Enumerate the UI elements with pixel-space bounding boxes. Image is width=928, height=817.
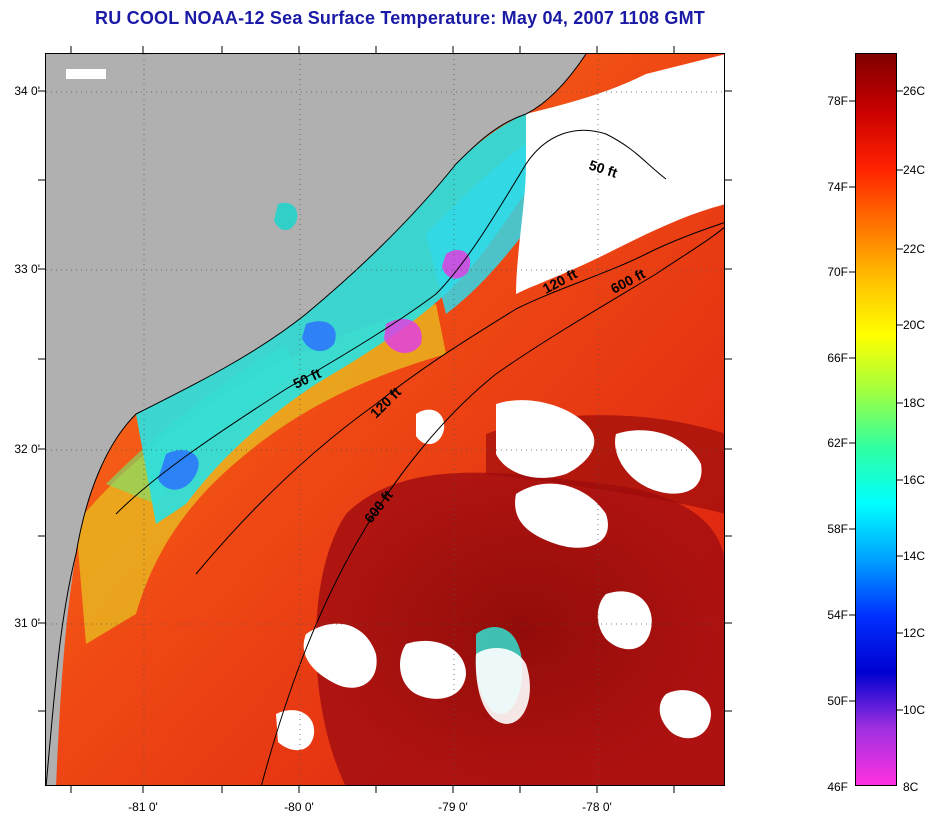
cloud-nearshore bbox=[516, 54, 724, 294]
colorbar-f-70: 70F bbox=[827, 265, 848, 279]
lon-label-81: -81 0' bbox=[128, 800, 158, 814]
cyan-band bbox=[136, 114, 546, 524]
cloud-2 bbox=[515, 483, 608, 548]
lat-label-32: 32 0' bbox=[14, 442, 40, 456]
cloud-9 bbox=[276, 710, 315, 751]
colorbar-f-54: 54F bbox=[827, 608, 848, 622]
page-title: RU COOL NOAA-12 Sea Surface Temperature:… bbox=[95, 8, 705, 28]
colorbar-c-22: 22C bbox=[903, 242, 926, 256]
colorbar-c-12: 12C bbox=[903, 626, 926, 640]
cloud-5 bbox=[400, 640, 466, 699]
cloud-10 bbox=[659, 690, 711, 739]
sst-map: 50 ft 120 ft 600 ft 50 ft 120 ft 600 ft bbox=[45, 53, 725, 786]
lon-label-78: -78 0' bbox=[582, 800, 612, 814]
colorbar-c-8: 8C bbox=[903, 780, 919, 794]
cyan-island-patch bbox=[274, 202, 298, 231]
colorbar-f-46: 46F bbox=[827, 780, 848, 794]
lon-label-79: -79 0' bbox=[438, 800, 468, 814]
coastline bbox=[46, 54, 587, 785]
blue-patch-2 bbox=[302, 321, 336, 352]
colorbar-f-78: 78F bbox=[827, 94, 848, 108]
cloud-7 bbox=[475, 648, 530, 724]
contour-50ft bbox=[115, 129, 667, 515]
lon-label-80: -80 0' bbox=[284, 800, 314, 814]
magenta-patch bbox=[384, 318, 422, 354]
contour-120ft bbox=[195, 222, 724, 575]
lat-label-34: 34 0' bbox=[14, 84, 40, 98]
grid-lines bbox=[46, 54, 724, 785]
lat-label-31: 31 0' bbox=[14, 616, 40, 630]
cloud-6 bbox=[597, 591, 652, 650]
colorbar-f-66: 66F bbox=[827, 351, 848, 365]
blue-patch bbox=[158, 450, 199, 490]
temperature-colorbar bbox=[855, 53, 897, 786]
cloud-3 bbox=[615, 430, 702, 494]
magenta-patch-2 bbox=[442, 250, 471, 279]
hot-core bbox=[316, 472, 724, 785]
colorbar-f-74: 74F bbox=[827, 180, 848, 194]
contour-600ft bbox=[261, 227, 724, 785]
cloud-4 bbox=[303, 623, 377, 688]
cloud-1 bbox=[496, 400, 595, 478]
colorbar-c-24: 24C bbox=[903, 163, 926, 177]
colorbar-c-18: 18C bbox=[903, 396, 926, 410]
colorbar-c-20: 20C bbox=[903, 318, 926, 332]
colorbar-c-14: 14C bbox=[903, 549, 926, 563]
colorbar-c-26: 26C bbox=[903, 84, 926, 98]
cloud-8 bbox=[416, 409, 445, 445]
colorbar-f-62: 62F bbox=[827, 436, 848, 450]
land bbox=[46, 54, 586, 785]
sst-map-canvas: 50 ft 120 ft 600 ft 50 ft 120 ft 600 ft bbox=[46, 54, 724, 785]
lat-label-33: 33 0' bbox=[14, 262, 40, 276]
colorbar-c-16: 16C bbox=[903, 473, 926, 487]
cloud-speck bbox=[66, 69, 106, 79]
colorbar-f-50: 50F bbox=[827, 694, 848, 708]
colorbar-c-10: 10C bbox=[903, 703, 926, 717]
colorbar-f-58: 58F bbox=[827, 522, 848, 536]
